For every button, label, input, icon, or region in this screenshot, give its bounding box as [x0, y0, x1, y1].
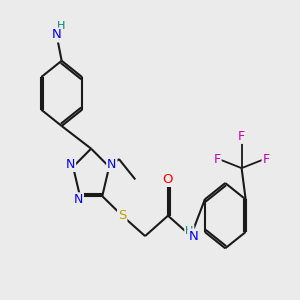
Text: N: N [107, 158, 116, 171]
Text: N: N [74, 193, 83, 206]
Text: N: N [66, 158, 75, 171]
Text: H: H [56, 21, 65, 31]
Text: F: F [262, 153, 270, 166]
Text: F: F [238, 130, 245, 143]
Text: H: H [185, 226, 194, 236]
Text: F: F [214, 153, 220, 166]
Text: N: N [52, 28, 62, 41]
Text: N: N [189, 230, 198, 243]
Text: O: O [163, 173, 173, 186]
Text: S: S [118, 209, 126, 222]
